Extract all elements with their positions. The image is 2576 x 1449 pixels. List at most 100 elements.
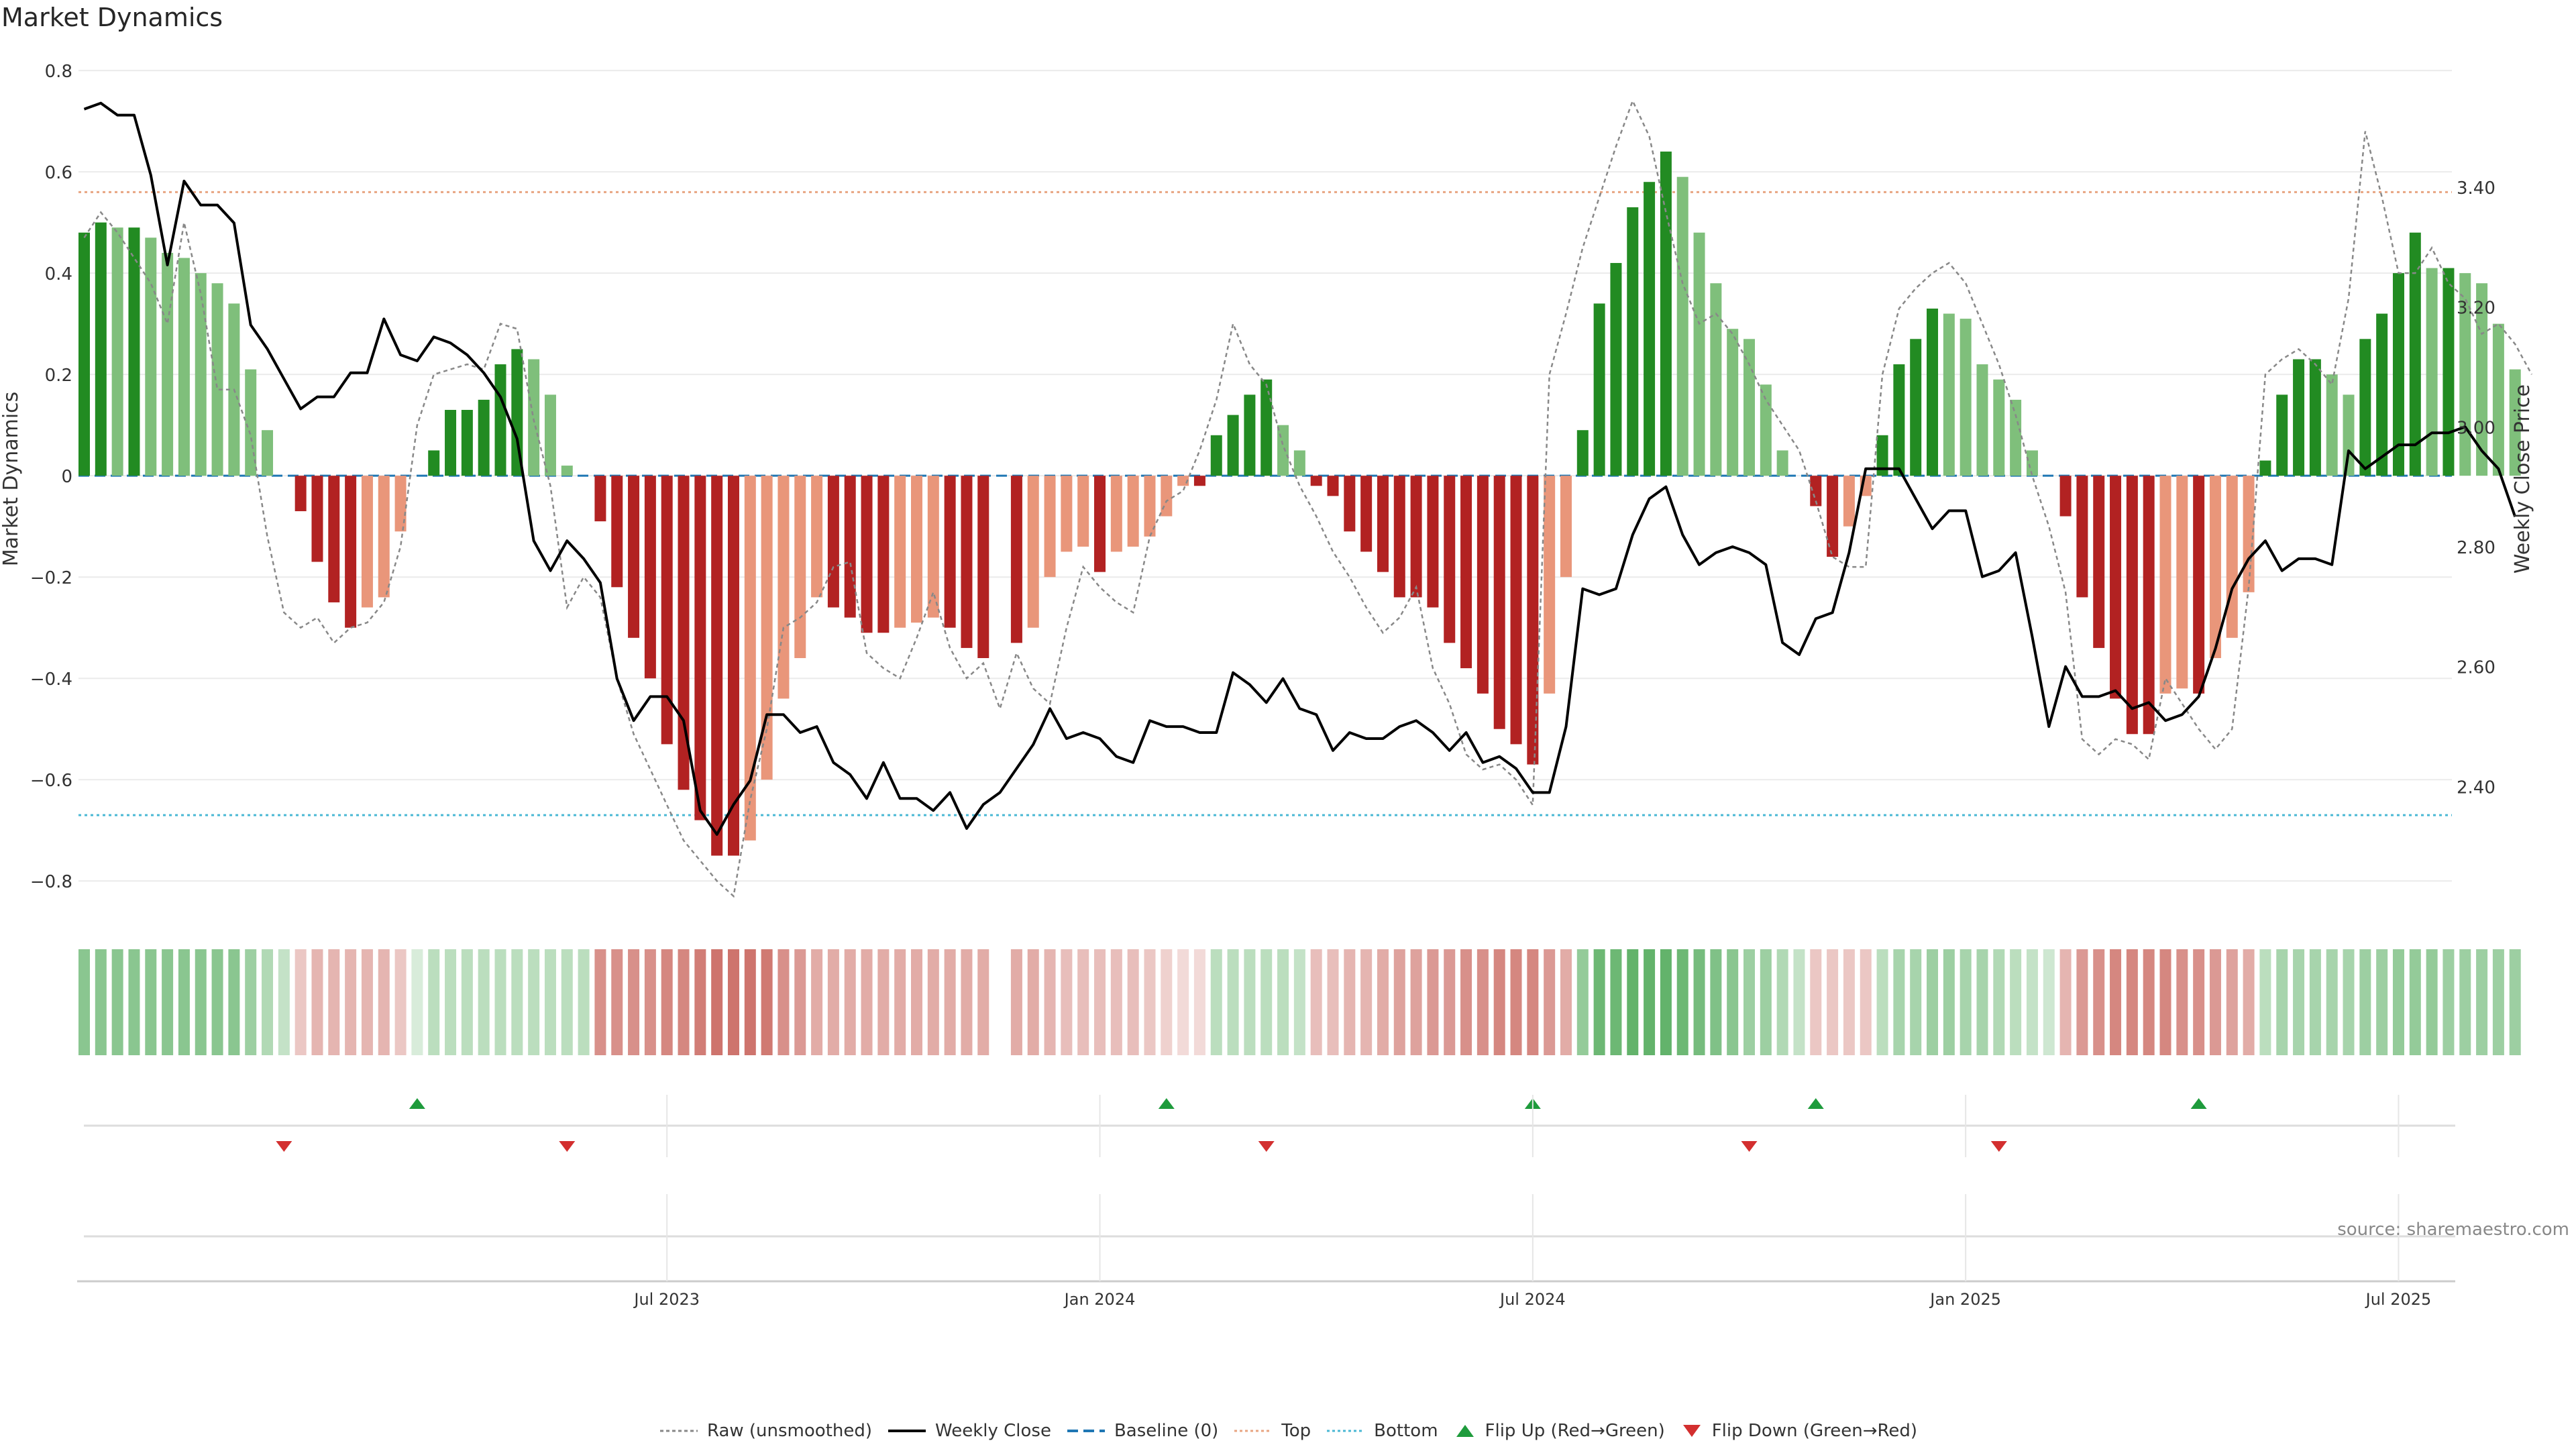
heat-cell: [1693, 949, 1705, 1055]
heat-cell: [278, 949, 290, 1055]
momentum-bar: [1827, 476, 1839, 557]
momentum-bar: [2409, 232, 2421, 476]
legend-label-raw: Raw (unsmoothed): [706, 1421, 873, 1441]
x-tick-label: Jul 2025: [2365, 1290, 2432, 1309]
reference-lines: [78, 191, 2452, 816]
momentum-bar: [145, 237, 157, 476]
momentum-bar: [2159, 476, 2171, 694]
left-tick-label: 0.6: [45, 163, 72, 183]
flip-down-marker: [1990, 1141, 2007, 1152]
momentum-bar: [2059, 476, 2072, 517]
heat-cell: [1527, 949, 1539, 1055]
heat-strip: [78, 949, 2521, 1055]
momentum-bar: [2492, 323, 2504, 476]
momentum-bar: [1327, 476, 1339, 496]
legend-item-baseline: Baseline (0): [1066, 1421, 1218, 1441]
heat-cell: [1560, 949, 1572, 1055]
momentum-bar: [2209, 476, 2221, 659]
momentum-bar: [2476, 283, 2488, 476]
left-axis-label: Market Dynamics: [0, 392, 23, 567]
momentum-bar: [1293, 450, 1305, 476]
momentum-bar: [1676, 176, 1688, 476]
flip-up-marker: [1158, 1098, 1175, 1109]
heat-cell: [1077, 949, 1089, 1055]
momentum-bar: [1693, 232, 1705, 476]
heat-cell: [1927, 949, 1939, 1055]
flip-up-marker: [1807, 1098, 1824, 1109]
momentum-bar: [2443, 268, 2455, 476]
left-tick-label: −0.2: [30, 568, 72, 588]
raw-series: [83, 99, 2533, 898]
heat-cell: [478, 949, 490, 1055]
heat-cell: [777, 949, 790, 1055]
heat-cell: [844, 949, 856, 1055]
momentum-bar: [1193, 476, 1205, 486]
heat-cell: [2110, 949, 2122, 1055]
heat-cell: [2059, 949, 2072, 1055]
momentum-bar: [644, 476, 656, 679]
heat-cell: [794, 949, 806, 1055]
heat-cell: [594, 949, 606, 1055]
momentum-bar: [2343, 394, 2355, 476]
momentum-bar: [2076, 476, 2088, 598]
heat-cell: [1293, 949, 1305, 1055]
momentum-bar: [1144, 476, 1156, 537]
heat-cell: [1743, 949, 1755, 1055]
momentum-bar: [2326, 374, 2338, 476]
momentum-bar: [1560, 476, 1572, 578]
momentum-bar: [2426, 268, 2438, 476]
heat-cell: [211, 949, 223, 1055]
source-note: source: sharemaestro.com: [2337, 1220, 2569, 1240]
momentum-bar: [311, 476, 323, 562]
heat-cell: [644, 949, 656, 1055]
heat-cell: [2076, 949, 2088, 1055]
heat-cell: [1893, 949, 1905, 1055]
momentum-bar: [1893, 364, 1905, 476]
baseline-swatch-icon: [1067, 1430, 1105, 1432]
heat-cell: [78, 949, 90, 1055]
legend-label-close: Weekly Close: [935, 1421, 1051, 1441]
heat-cell: [2010, 949, 2022, 1055]
heat-cell: [611, 949, 623, 1055]
heat-cell: [761, 949, 773, 1055]
heat-cell: [294, 949, 307, 1055]
momentum-bar: [1527, 476, 1539, 765]
momentum-bar: [1210, 435, 1222, 476]
heat-cell: [2259, 949, 2271, 1055]
heat-cell: [2309, 949, 2321, 1055]
momentum-bar: [744, 476, 756, 841]
heat-cell: [1444, 949, 1456, 1055]
legend-label-top: Top: [1281, 1421, 1311, 1441]
heat-cell: [2126, 949, 2138, 1055]
left-tick-label: −0.8: [30, 872, 72, 892]
heat-cell: [944, 949, 956, 1055]
heat-cell: [1161, 949, 1173, 1055]
momentum-bar: [1610, 263, 1622, 476]
heat-cell: [511, 949, 523, 1055]
heat-cell: [2143, 949, 2155, 1055]
momentum-bar: [1644, 182, 1656, 476]
heat-cell: [827, 949, 839, 1055]
momentum-bar: [1776, 450, 1788, 476]
momentum-bar: [1876, 435, 1888, 476]
momentum-bar: [1244, 394, 1256, 476]
momentum-bar: [611, 476, 623, 588]
flip-up-marker: [409, 1098, 425, 1109]
momentum-bar: [1660, 151, 1672, 476]
flip-up-marker: [2190, 1098, 2207, 1109]
legend-label-baseline: Baseline (0): [1114, 1421, 1219, 1441]
heat-cell: [528, 949, 540, 1055]
momentum-bar: [1444, 476, 1456, 643]
x-axis-ticks: Jul 2023 Jan 2024 Jul 2024 Jan 2025 Jul 2025: [633, 1095, 2431, 1309]
heat-cell: [1810, 949, 1822, 1055]
heat-cell: [1860, 949, 1872, 1055]
momentum-bar: [1010, 476, 1022, 643]
momentum-bar: [1427, 476, 1439, 608]
momentum-bar: [694, 476, 706, 820]
momentum-bar: [2276, 394, 2288, 476]
heat-cell: [1327, 949, 1339, 1055]
momentum-bar: [1377, 476, 1389, 572]
momentum-bar: [1960, 319, 1972, 476]
momentum-bar: [2010, 399, 2022, 476]
